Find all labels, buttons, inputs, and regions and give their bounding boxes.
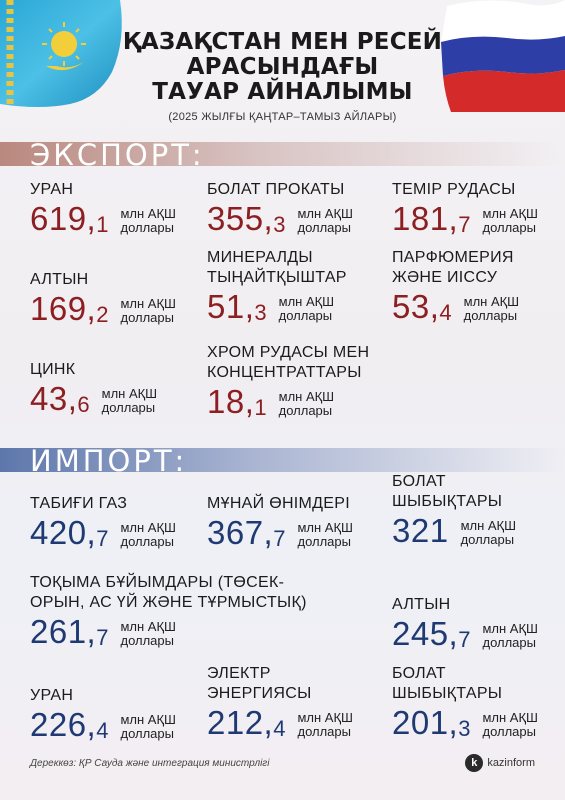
export-item-steel-rolled: БОЛАТ ПРОКАТЫ 355, 3 млн АҚШ доллары (207, 181, 353, 237)
import-item-electricity: ЭЛЕКТР ЭНЕРГИЯСЫ 212, 4 млн АҚШ доллары (207, 665, 353, 741)
import-item-oil-products: МҰНАЙ ӨНІМДЕРІ 367, 7 млн АҚШ доллары (207, 495, 353, 551)
import-item-uranium: УРАН 226, 4 млн АҚШ доллары (30, 687, 176, 743)
import-section-header: ИМПОРТ: (0, 444, 565, 478)
import-item-natural-gas: ТАБИҒИ ГАЗ 420, 7 млн АҚШ доллары (30, 495, 176, 551)
header: ҚАЗАҚСТАН МЕН РЕСЕЙ АРАСЫНДАҒЫ ТАУАР АЙН… (110, 29, 455, 124)
export-item-chrome-ore: ХРОМ РУДАСЫ МЕН КОНЦЕНТРАТТАРЫ 18, 1 млн А… (207, 344, 370, 420)
import-item-steel-rods-2: БОЛАТ ШЫБЫҚТАРЫ 201, 3 млн АҚШ доллары (392, 665, 538, 741)
export-item-perfumery: ПАРФЮМЕРИЯ ЖӘНЕ ИІССУ 53, 4 млн АҚШ доллары (392, 249, 520, 325)
export-item-gold: АЛТЫН 169, 2 млн АҚШ доллары (30, 271, 176, 327)
export-item-zinc: ЦИНК 43, 6 млн АҚШ доллары (30, 361, 158, 417)
import-label: ИМПОРТ: (30, 444, 188, 478)
page-subtitle: (2025 ЖЫЛҒЫ ҚАҢТАР–ТАМЫЗ АЙЛАРЫ) (168, 111, 397, 123)
import-item-textiles: ТОҚЫМА БҰЙЫМДАРЫ (ТӨСЕК- ОРЫН, АС ҮЙ ЖӘН… (30, 574, 307, 650)
kazinform-logo-icon: k (465, 754, 484, 772)
brand-name: kazinform (487, 757, 535, 769)
import-item-gold: АЛТЫН 245, 7 млн АҚШ доллары (392, 596, 538, 652)
export-item-fertilizers: МИНЕРАЛДЫ ТЫҢАЙТҚЫШТАР 51, 3 млн АҚШ доллар… (207, 249, 347, 325)
export-section-header: ЭКСПОРТ: (0, 138, 565, 172)
page-title: ҚАЗАҚСТАН МЕН РЕСЕЙ АРАСЫНДАҒЫ ТАУАР АЙН… (122, 29, 443, 105)
russia-flag-icon (441, 0, 565, 112)
kazakhstan-flag-icon (0, 0, 122, 107)
export-item-uranium: УРАН 619, 1 млн АҚШ доллары (30, 181, 176, 237)
source-note: Дереккөз: ҚР Сауда және интеграция минис… (30, 758, 270, 769)
export-label: ЭКСПОРТ: (30, 138, 205, 172)
import-item-steel-rods: БОЛАТ ШЫБЫҚТАРЫ 321 млн АҚШ доллары (392, 473, 517, 549)
export-item-iron-ore: ТЕМІР РУДАСЫ 181, 7 млн АҚШ доллары (392, 181, 538, 237)
brand-logo: k kazinform (465, 754, 535, 772)
